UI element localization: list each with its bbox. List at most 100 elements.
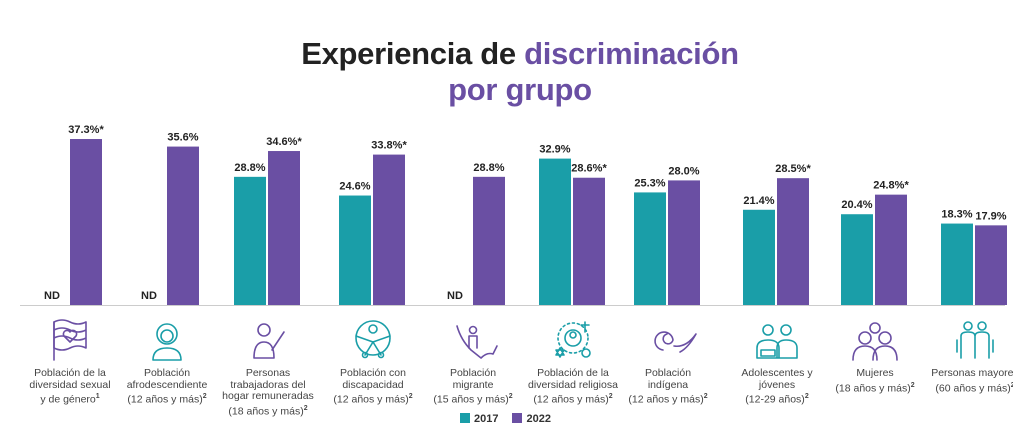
category-label-line: migrante xyxy=(452,378,494,391)
footnote-marker: 2 xyxy=(303,404,308,412)
domestic-worker-broom-icon xyxy=(253,323,285,359)
category-label-1: Población afrodescendiente (12 años y más)… xyxy=(107,367,227,406)
bar-2022-9 xyxy=(975,225,1007,305)
footnote-marker: 2 xyxy=(408,393,413,400)
legend-label-2022: 2022 xyxy=(526,413,551,425)
category-label-line: (12 años y más) xyxy=(628,393,704,406)
category-label-line: Población de la xyxy=(537,367,609,379)
data-label-2017-0: ND xyxy=(44,290,60,302)
category-label-line: Adolescentes y xyxy=(741,367,813,379)
bar-2017-7 xyxy=(743,209,775,305)
category-label-line: (18 años y más) xyxy=(835,382,911,394)
indigenous-glyph-icon xyxy=(654,331,697,353)
data-label-2022-1: 35.6% xyxy=(167,132,198,144)
bar-2017-2 xyxy=(234,176,266,305)
data-label-2017-4: ND xyxy=(447,290,463,302)
category-label-line: (12-29 años) xyxy=(745,393,805,406)
bar-2017-9 xyxy=(941,223,973,305)
category-label-line: (15 años y más) xyxy=(433,393,509,406)
category-label-line: (12 años y más) xyxy=(333,393,409,406)
chart-title-line1: Experiencia de discriminación xyxy=(0,36,1013,72)
religious-symbols-icon xyxy=(555,321,591,358)
data-label-2017-1: ND xyxy=(141,290,157,302)
bar-2017-5 xyxy=(539,158,571,305)
category-label-8: Mujeres (18 años y más)2 xyxy=(815,367,935,395)
youth-reading-icon xyxy=(756,324,798,359)
data-label-2017-5: 32.9% xyxy=(539,144,570,156)
category-label-5: Población de la diversidad religiosa (12 a… xyxy=(513,367,633,406)
bar-2022-2 xyxy=(268,151,300,305)
bar-2022-4 xyxy=(473,176,505,305)
data-label-2022-2: 34.6%* xyxy=(266,136,302,148)
footnote-marker: 2 xyxy=(804,393,809,400)
footnote-marker: 2 xyxy=(508,393,513,400)
category-label-line: discapacidad xyxy=(342,378,404,391)
title-part2: discriminación xyxy=(524,36,739,71)
category-label-line: diversidad sexual xyxy=(29,378,111,391)
footnote-marker: 2 xyxy=(1010,381,1013,389)
footnote-marker: 2 xyxy=(703,393,708,400)
data-label-2017-2: 28.8% xyxy=(234,162,265,174)
bar-2022-5 xyxy=(573,177,605,305)
migrant-map-icon xyxy=(456,325,498,359)
category-label-0: Población de la diversidad sexual y de gén… xyxy=(10,367,130,406)
category-label-line: Población xyxy=(449,367,497,379)
legend-swatch-2017 xyxy=(460,413,470,423)
category-label-3: Población con discapacidad (12 años y más)… xyxy=(313,367,433,406)
bar-2022-1 xyxy=(167,146,199,305)
data-label-2022-3: 33.8%* xyxy=(371,140,407,152)
data-label-2017-6: 25.3% xyxy=(634,177,665,189)
data-label-2022-8: 24.8%* xyxy=(873,180,909,192)
footnote-marker: 1 xyxy=(95,393,100,400)
category-label-line: Población xyxy=(644,367,692,379)
footnote-marker: 2 xyxy=(608,393,613,400)
bar-2022-8 xyxy=(875,194,907,305)
legend-item-2022: 2022 xyxy=(512,413,551,425)
title-part1: Experiencia de xyxy=(301,36,525,71)
category-label-line: diversidad religiosa xyxy=(528,378,618,391)
data-label-2017-7: 21.4% xyxy=(743,195,774,207)
category-label-line: jóvenes xyxy=(758,378,796,391)
bar-2022-3 xyxy=(373,154,405,305)
category-label-line: hogar remuneradas xyxy=(222,390,314,402)
data-label-2017-3: 24.6% xyxy=(339,181,370,193)
data-label-2022-4: 28.8% xyxy=(473,162,504,174)
bar-2017-3 xyxy=(339,195,371,305)
category-label-7: Adolescentes y jóvenes (12-29 años)2 xyxy=(717,367,837,406)
category-label-2: Personas trabajadoras del hogar remunerada… xyxy=(208,367,328,418)
legend: 2017 2022 xyxy=(460,413,551,425)
afro-person-icon xyxy=(152,323,182,361)
data-label-2022-6: 28.0% xyxy=(668,165,699,177)
legend-swatch-2022 xyxy=(512,413,523,423)
chart-title-line2: por grupo xyxy=(448,72,592,107)
category-label-line: (18 años y más) xyxy=(228,405,304,417)
category-label-4: Población migrante (15 años y más)2 xyxy=(413,367,533,406)
data-label-2017-9: 18.3% xyxy=(941,209,972,221)
category-label-line: trabajadoras del xyxy=(230,378,306,391)
elderly-couple-icon xyxy=(956,321,994,359)
category-label-line: afrodescendiente xyxy=(126,378,208,391)
bar-2017-8 xyxy=(841,214,873,305)
footnote-marker: 2 xyxy=(202,393,207,400)
data-label-2022-0: 37.3%* xyxy=(68,124,104,136)
data-label-2022-9: 17.9% xyxy=(975,210,1006,222)
category-label-line: indígena xyxy=(647,378,689,391)
category-label-line: (12 años y más) xyxy=(533,393,609,406)
category-label-line: y de género xyxy=(40,393,96,406)
category-label-line: (12 años y más) xyxy=(127,393,203,406)
data-label-2022-7: 28.5%* xyxy=(775,163,811,175)
category-label-6: Población indígena (12 años y más)2 xyxy=(608,367,728,406)
pride-flag-heart-icon xyxy=(53,319,87,361)
category-label-line: Población xyxy=(143,367,191,379)
category-label-line: Población de la xyxy=(34,367,106,379)
women-group-icon xyxy=(852,322,898,361)
accessibility-icon xyxy=(355,320,391,359)
category-label-line: Población con xyxy=(340,367,406,379)
legend-item-2017: 2017 xyxy=(460,413,498,425)
bar-2022-6 xyxy=(668,180,700,305)
category-label-line: Mujeres xyxy=(856,367,894,379)
category-label-line: Personas xyxy=(245,367,291,379)
bar-2017-6 xyxy=(634,192,666,305)
